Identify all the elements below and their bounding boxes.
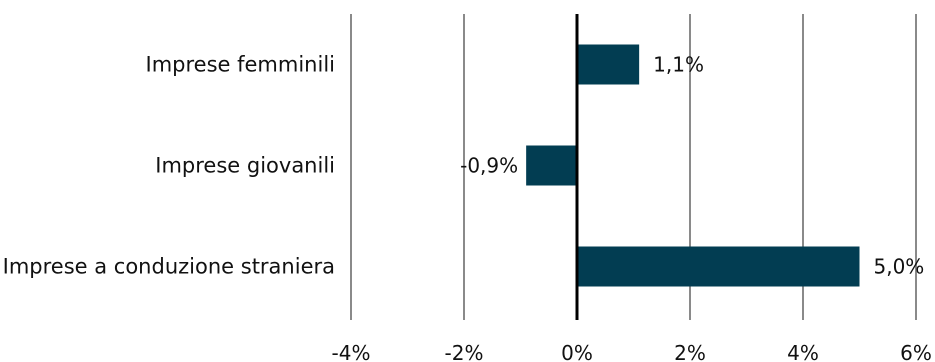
x-tick-label: -2% [445, 341, 484, 362]
x-axis-ticks: -4% -2% 0% 2% 4% 6% [332, 341, 932, 362]
category-label: Imprese femminili [146, 53, 335, 77]
data-label: -0,9% [460, 154, 518, 178]
category-label: Imprese a conduzione straniera [3, 255, 335, 279]
category-label: Imprese giovanili [155, 154, 335, 178]
bar [577, 246, 860, 287]
x-tick-label: 0% [561, 341, 593, 362]
bar [526, 145, 577, 186]
x-tick-label: 2% [674, 341, 706, 362]
x-tick-label: 6% [900, 341, 932, 362]
data-label: 1,1% [653, 53, 704, 77]
x-tick-label: -4% [332, 341, 371, 362]
bar [577, 44, 640, 85]
x-tick-label: 4% [787, 341, 819, 362]
labels: Imprese femminili 1,1% Imprese giovanili -0… [3, 53, 925, 279]
bars [526, 44, 860, 287]
data-label: 5,0% [874, 255, 925, 279]
